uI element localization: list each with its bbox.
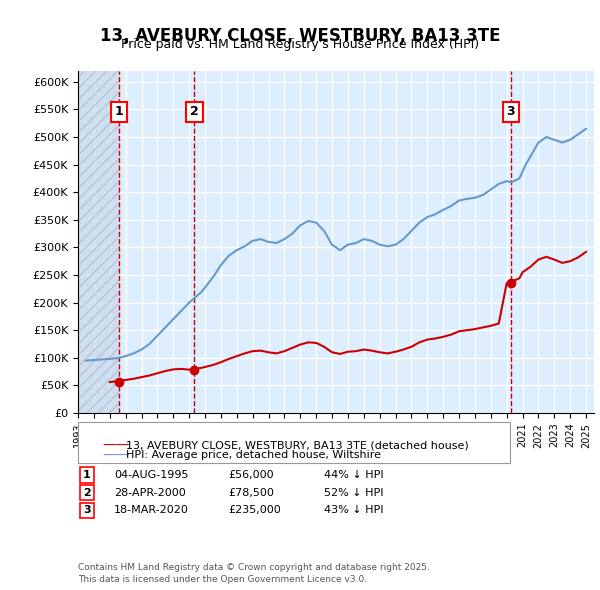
Text: £235,000: £235,000 xyxy=(228,506,281,515)
Text: 18-MAR-2020: 18-MAR-2020 xyxy=(114,506,189,515)
Text: 3: 3 xyxy=(83,506,91,515)
Text: 13, AVEBURY CLOSE, WESTBURY, BA13 3TE: 13, AVEBURY CLOSE, WESTBURY, BA13 3TE xyxy=(100,27,500,45)
Text: Price paid vs. HM Land Registry's House Price Index (HPI): Price paid vs. HM Land Registry's House … xyxy=(121,38,479,51)
Text: 1: 1 xyxy=(83,470,91,480)
Bar xyxy=(78,71,119,413)
Text: £56,000: £56,000 xyxy=(228,470,274,480)
Text: 04-AUG-1995: 04-AUG-1995 xyxy=(114,470,188,480)
Text: Contains HM Land Registry data © Crown copyright and database right 2025.
This d: Contains HM Land Registry data © Crown c… xyxy=(78,563,430,584)
Text: ——: —— xyxy=(102,448,130,463)
Text: 43% ↓ HPI: 43% ↓ HPI xyxy=(324,506,383,515)
Text: £78,500: £78,500 xyxy=(228,488,274,497)
Text: 52% ↓ HPI: 52% ↓ HPI xyxy=(324,488,383,497)
Text: HPI: Average price, detached house, Wiltshire: HPI: Average price, detached house, Wilt… xyxy=(126,451,381,460)
Text: 2: 2 xyxy=(190,106,199,119)
Text: 44% ↓ HPI: 44% ↓ HPI xyxy=(324,470,383,480)
Text: 3: 3 xyxy=(506,106,515,119)
Text: 28-APR-2000: 28-APR-2000 xyxy=(114,488,186,497)
Text: 13, AVEBURY CLOSE, WESTBURY, BA13 3TE (detached house): 13, AVEBURY CLOSE, WESTBURY, BA13 3TE (d… xyxy=(126,441,469,450)
Text: 2: 2 xyxy=(83,488,91,497)
Text: 1: 1 xyxy=(115,106,124,119)
Text: ——: —— xyxy=(102,438,130,453)
